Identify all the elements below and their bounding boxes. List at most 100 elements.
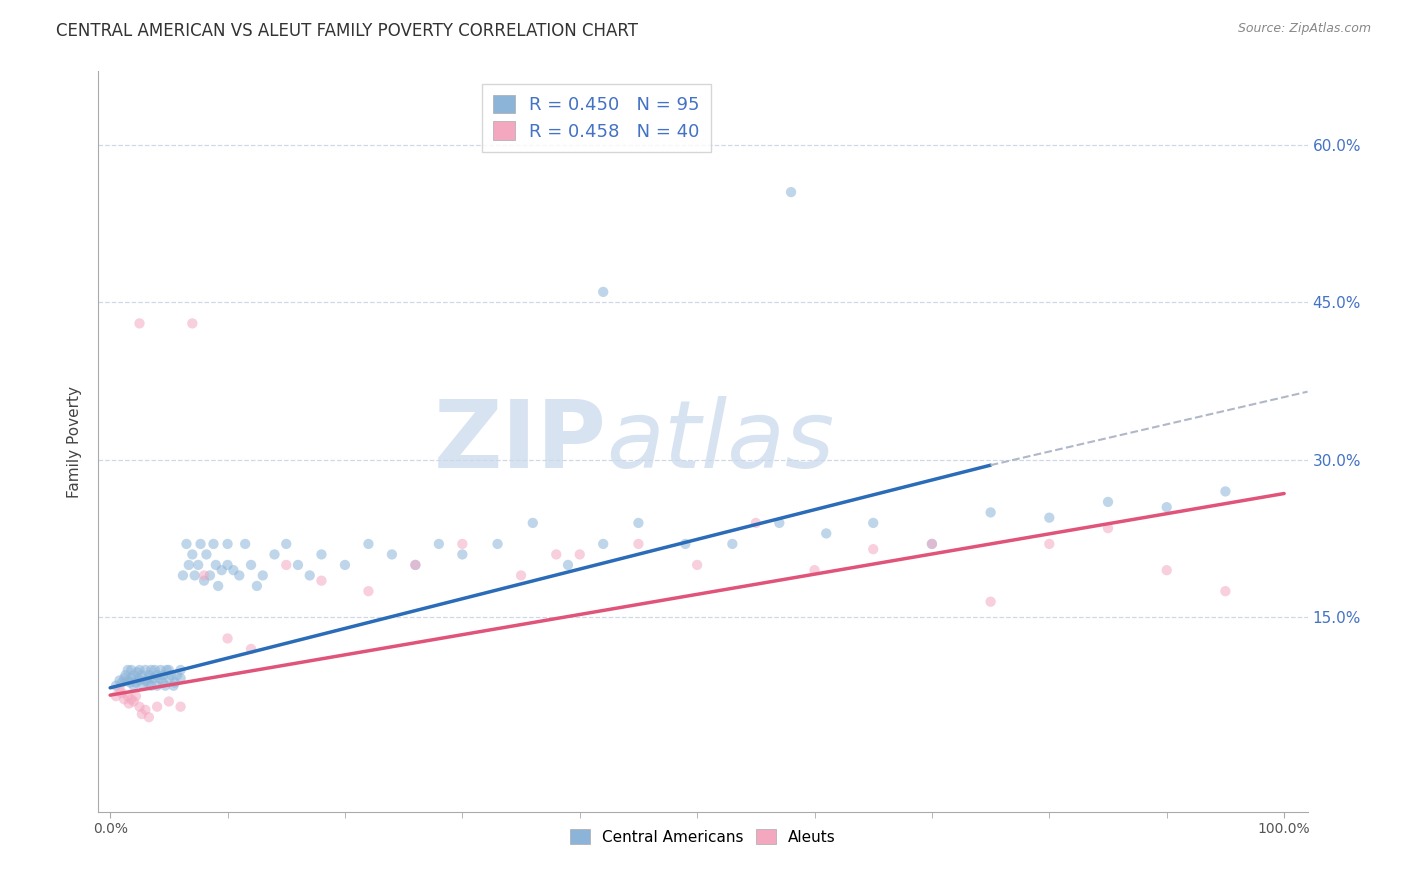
Point: [105, 679, 128, 693]
Point: [198, 568, 221, 582]
Point: [427, 537, 450, 551]
Point: [333, 558, 356, 572]
Point: [627, 516, 650, 530]
Point: [138, 710, 160, 724]
Point: [111, 686, 134, 700]
Point: [146, 668, 169, 682]
Text: CENTRAL AMERICAN VS ALEUT FAMILY POVERTY CORRELATION CHART: CENTRAL AMERICAN VS ALEUT FAMILY POVERTY…: [56, 22, 638, 40]
Point: [862, 516, 884, 530]
Point: [862, 542, 884, 557]
Point: [745, 516, 768, 530]
Point: [134, 673, 156, 688]
Point: [592, 285, 614, 299]
Point: [311, 574, 333, 588]
Point: [131, 668, 153, 682]
Point: [105, 689, 128, 703]
Point: [451, 548, 474, 562]
Point: [768, 516, 790, 530]
Point: [120, 663, 142, 677]
Point: [193, 568, 215, 582]
Point: [128, 663, 150, 677]
Point: [803, 563, 825, 577]
Point: [152, 675, 174, 690]
Point: [780, 185, 803, 199]
Point: [141, 663, 163, 677]
Point: [134, 663, 156, 677]
Point: [673, 537, 696, 551]
Point: [143, 663, 166, 677]
Point: [921, 537, 943, 551]
Point: [686, 558, 709, 572]
Point: [815, 526, 838, 541]
Point: [139, 671, 162, 685]
Point: [138, 668, 160, 682]
Point: [122, 668, 145, 682]
Point: [195, 548, 218, 562]
Legend: Central Americans, Aleuts: Central Americans, Aleuts: [571, 829, 835, 845]
Point: [228, 568, 250, 582]
Point: [404, 558, 426, 572]
Point: [204, 558, 226, 572]
Point: [721, 537, 744, 551]
Point: [152, 668, 174, 682]
Point: [1215, 484, 1237, 499]
Point: [510, 568, 533, 582]
Point: [157, 663, 180, 677]
Point: [108, 673, 131, 688]
Point: [568, 548, 591, 562]
Point: [122, 694, 145, 708]
Point: [176, 537, 198, 551]
Point: [125, 689, 148, 703]
Point: [252, 568, 274, 582]
Point: [181, 317, 204, 331]
Point: [132, 679, 155, 693]
Point: [148, 671, 170, 685]
Point: [160, 668, 183, 682]
Point: [233, 537, 256, 551]
Point: [157, 671, 180, 685]
Text: atlas: atlas: [606, 396, 835, 487]
Point: [157, 694, 180, 708]
Point: [276, 558, 298, 572]
Point: [1156, 500, 1178, 515]
Point: [134, 703, 156, 717]
Point: [127, 665, 149, 679]
Point: [298, 568, 321, 582]
Point: [177, 558, 200, 572]
Point: [155, 679, 177, 693]
Point: [263, 548, 285, 562]
Y-axis label: Family Poverty: Family Poverty: [67, 385, 83, 498]
Point: [240, 642, 263, 657]
Point: [1215, 584, 1237, 599]
Point: [240, 558, 263, 572]
Point: [117, 689, 139, 703]
Point: [1097, 495, 1119, 509]
Point: [451, 537, 474, 551]
Point: [136, 675, 159, 690]
Point: [146, 679, 169, 693]
Text: Source: ZipAtlas.com: Source: ZipAtlas.com: [1237, 22, 1371, 36]
Point: [125, 675, 148, 690]
Point: [1038, 537, 1060, 551]
Point: [141, 679, 163, 693]
Point: [980, 505, 1002, 519]
Point: [207, 579, 229, 593]
Point: [112, 692, 135, 706]
Point: [222, 563, 245, 577]
Point: [404, 558, 426, 572]
Point: [146, 699, 169, 714]
Point: [131, 707, 153, 722]
Point: [187, 558, 209, 572]
Point: [546, 548, 568, 562]
Point: [128, 317, 150, 331]
Point: [557, 558, 579, 572]
Point: [122, 679, 145, 693]
Point: [112, 671, 135, 685]
Point: [627, 537, 650, 551]
Point: [118, 697, 141, 711]
Point: [217, 632, 239, 646]
Point: [128, 699, 150, 714]
Point: [311, 548, 333, 562]
Point: [202, 537, 225, 551]
Point: [183, 568, 205, 582]
